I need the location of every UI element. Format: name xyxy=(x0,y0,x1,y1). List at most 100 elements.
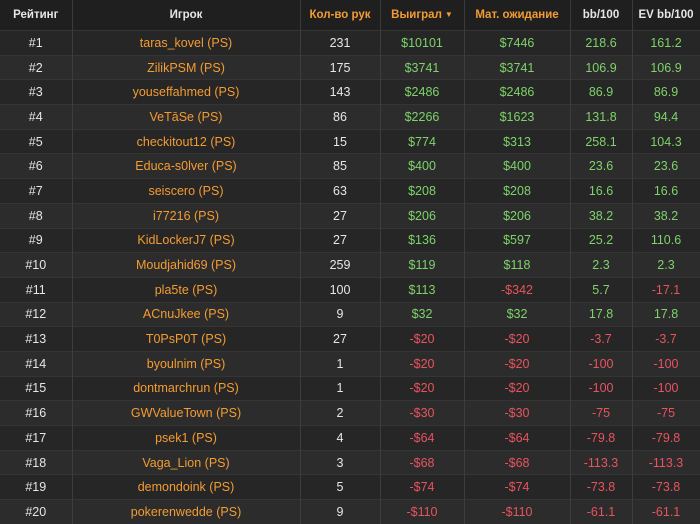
won-cell: -$30 xyxy=(380,400,465,426)
expected-cell: $400 xyxy=(464,153,571,179)
column-header-won-label: Выиграл xyxy=(391,9,442,21)
expected-cell: -$68 xyxy=(464,449,571,475)
column-header-expected[interactable]: Мат. ожидание xyxy=(464,0,571,31)
expected-cell: -$20 xyxy=(464,375,571,401)
rank-cell: #3 xyxy=(0,79,73,105)
ev-bb100-cell: 86.9 xyxy=(632,79,700,105)
expected-cell: -$74 xyxy=(464,474,571,500)
won-cell: -$20 xyxy=(380,350,465,377)
ev-bb100-cell: -3.7 xyxy=(632,326,700,352)
bb100-cell: 258.1 xyxy=(570,128,633,154)
player-name-link[interactable]: seiscero (PS) xyxy=(72,178,301,204)
bb100-cell: -61.1 xyxy=(570,499,633,524)
player-name-link[interactable]: pla5te (PS) xyxy=(72,276,301,303)
hands-cell: 231 xyxy=(300,30,381,56)
won-cell: $113 xyxy=(380,276,465,303)
player-name-link[interactable]: Moudjahid69 (PS) xyxy=(72,252,301,278)
won-cell: $136 xyxy=(380,227,465,253)
hands-cell: 9 xyxy=(300,301,381,327)
rank-cell: #13 xyxy=(0,326,73,352)
bb100-cell: 25.2 xyxy=(570,227,633,253)
hands-cell: 15 xyxy=(300,128,381,154)
table-row: #12 ACnuJkee (PS) 9 $32 $32 17.8 17.8 xyxy=(0,301,700,327)
rank-cell: #19 xyxy=(0,474,73,500)
player-name-link[interactable]: ACnuJkee (PS) xyxy=(72,301,301,327)
ev-bb100-cell: 94.4 xyxy=(632,104,700,130)
player-name-link[interactable]: pokerenwedde (PS) xyxy=(72,499,301,524)
hands-cell: 1 xyxy=(300,350,381,377)
rank-cell: #10 xyxy=(0,252,73,278)
player-name-link[interactable]: ZilikPSM (PS) xyxy=(72,54,301,80)
won-cell: $208 xyxy=(380,178,465,204)
player-name-link[interactable]: demondoink (PS) xyxy=(72,474,301,500)
table-row: #9 KidLockerJ7 (PS) 27 $136 $597 25.2 110.6 xyxy=(0,227,700,253)
won-cell: $10101 xyxy=(380,30,465,56)
player-name-link[interactable]: KidLockerJ7 (PS) xyxy=(72,227,301,253)
table-body: #1 taras_kovel (PS) 231 $10101 $7446 218.6 161… xyxy=(0,30,700,524)
player-name-link[interactable]: youseffahmed (PS) xyxy=(72,79,301,105)
player-name-link[interactable]: psek1 (PS) xyxy=(72,425,301,451)
expected-cell: -$20 xyxy=(464,326,571,352)
won-cell: $3741 xyxy=(380,54,465,80)
ev-bb100-cell: -75 xyxy=(632,400,700,426)
player-name-link[interactable]: i77216 (PS) xyxy=(72,202,301,228)
bb100-cell: 38.2 xyxy=(570,202,633,228)
won-cell: -$110 xyxy=(380,499,465,524)
hands-cell: 4 xyxy=(300,425,381,451)
player-name-link[interactable]: byoulnim (PS) xyxy=(72,350,301,377)
hands-cell: 27 xyxy=(300,227,381,253)
ev-bb100-cell: 161.2 xyxy=(632,30,700,56)
player-name-link[interactable]: VeTāSe (PS) xyxy=(72,104,301,130)
rank-cell: #20 xyxy=(0,499,73,524)
player-name-link[interactable]: GWValueTown (PS) xyxy=(72,400,301,426)
hands-cell: 143 xyxy=(300,79,381,105)
bb100-cell: 2.3 xyxy=(570,252,633,278)
expected-cell: -$30 xyxy=(464,400,571,426)
ev-bb100-cell: 104.3 xyxy=(632,128,700,154)
bb100-cell: 17.8 xyxy=(570,301,633,327)
column-header-bb100[interactable]: bb/100 xyxy=(570,0,633,31)
table-row: #17 psek1 (PS) 4 -$64 -$64 -79.8 -79.8 xyxy=(0,425,700,451)
won-cell: -$20 xyxy=(380,326,465,352)
table-row: #11 pla5te (PS) 100 $113 -$342 5.7 -17.1 xyxy=(0,276,700,303)
player-name-link[interactable]: dontmarchrun (PS) xyxy=(72,375,301,401)
expected-cell: $3741 xyxy=(464,54,571,80)
ev-bb100-cell: -100 xyxy=(632,350,700,377)
expected-cell: $1623 xyxy=(464,104,571,130)
ev-bb100-cell: 38.2 xyxy=(632,202,700,228)
won-cell: -$20 xyxy=(380,375,465,401)
player-name-link[interactable]: T0PsP0T (PS) xyxy=(72,326,301,352)
hands-cell: 85 xyxy=(300,153,381,179)
expected-cell: -$110 xyxy=(464,499,571,524)
player-name-link[interactable]: Educa-s0lver (PS) xyxy=(72,153,301,179)
column-header-ev-bb100[interactable]: EV bb/100 xyxy=(632,0,700,31)
table-row: #16 GWValueTown (PS) 2 -$30 -$30 -75 -75 xyxy=(0,400,700,426)
ev-bb100-cell: -113.3 xyxy=(632,449,700,475)
bb100-cell: 106.9 xyxy=(570,54,633,80)
column-header-won[interactable]: Выиграл ▼ xyxy=(380,0,465,31)
hands-cell: 2 xyxy=(300,400,381,426)
won-cell: -$68 xyxy=(380,449,465,475)
table-row: #19 demondoink (PS) 5 -$74 -$74 -73.8 -73.8 xyxy=(0,474,700,500)
rank-cell: #18 xyxy=(0,449,73,475)
player-name-link[interactable]: taras_kovel (PS) xyxy=(72,30,301,56)
column-header-rank[interactable]: Рейтинг xyxy=(0,0,73,31)
rank-cell: #11 xyxy=(0,276,73,303)
bb100-cell: 131.8 xyxy=(570,104,633,130)
won-cell: $774 xyxy=(380,128,465,154)
ev-bb100-cell: -17.1 xyxy=(632,276,700,303)
player-name-link[interactable]: checkitout12 (PS) xyxy=(72,128,301,154)
bb100-cell: -75 xyxy=(570,400,633,426)
bb100-cell: -113.3 xyxy=(570,449,633,475)
ev-bb100-cell: -73.8 xyxy=(632,474,700,500)
bb100-cell: -3.7 xyxy=(570,326,633,352)
column-header-player[interactable]: Игрок xyxy=(72,0,301,31)
ev-bb100-cell: -100 xyxy=(632,375,700,401)
player-name-link[interactable]: Vaga_Lion (PS) xyxy=(72,449,301,475)
table-row: #13 T0PsP0T (PS) 27 -$20 -$20 -3.7 -3.7 xyxy=(0,326,700,352)
bb100-cell: -79.8 xyxy=(570,425,633,451)
column-header-hands[interactable]: Кол-во рук xyxy=(300,0,381,31)
won-cell: -$74 xyxy=(380,474,465,500)
ev-bb100-cell: 17.8 xyxy=(632,301,700,327)
ev-bb100-cell: 16.6 xyxy=(632,178,700,204)
